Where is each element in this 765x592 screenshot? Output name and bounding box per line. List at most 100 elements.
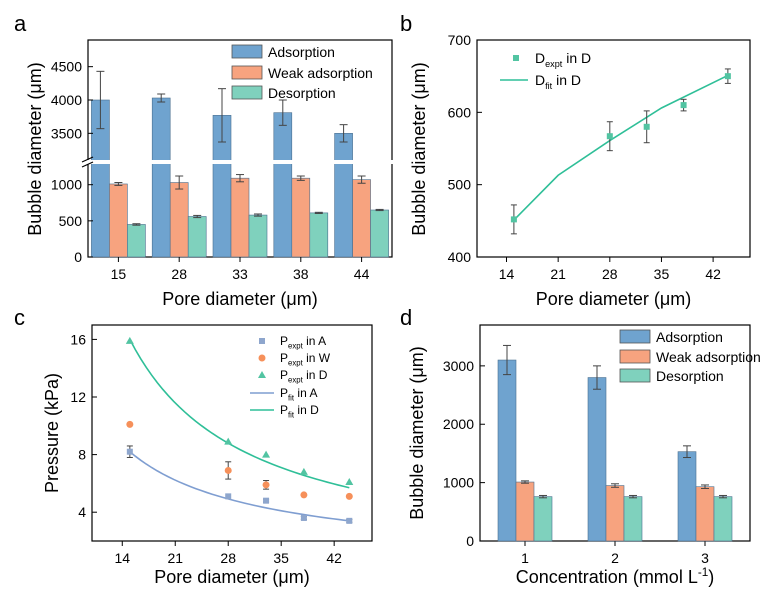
legend-marker-c-d [258, 371, 266, 378]
ytick-label-c: 16 [70, 331, 86, 347]
bar-a-1-1 [169, 182, 189, 258]
xtick-label-a: 33 [232, 266, 248, 282]
point-b-2 [643, 123, 650, 130]
bar-a-0-1 [151, 97, 171, 258]
legend-label-c-fit-0-after-sub: in A [294, 386, 317, 400]
point-b-0 [510, 216, 517, 223]
bar-d-0-0 [497, 359, 517, 542]
ytick-label-b: 500 [448, 177, 472, 193]
bar-d-0-2 [677, 451, 697, 542]
legend-label-b-fit-main: D [535, 72, 545, 88]
x-axis-label-b: Pore diameter (μm) [536, 289, 691, 309]
legend-label-c-fit-0-sub: fit [288, 393, 295, 402]
ytick-label-d: 0 [466, 533, 474, 549]
point-b-1 [606, 133, 613, 140]
xtick-label-b: 14 [499, 266, 515, 282]
point-b-3 [680, 102, 687, 109]
ytick-label-a: 1000 [51, 177, 82, 193]
legend-swatch-a [231, 85, 263, 100]
legend-marker-b [513, 55, 519, 61]
ytick-label-a: 500 [59, 213, 83, 229]
legend-swatch-a [231, 44, 263, 59]
legend-label-c-2-main: P [280, 368, 288, 382]
fit-line-c-0 [129, 451, 350, 522]
xtick-label-c: 28 [220, 550, 236, 566]
legend-label-b-fit-after-sub: in D [552, 72, 581, 88]
legend-label-c-fit-1-main: P [280, 403, 288, 417]
legend-label-c-0: Pexpt in A [280, 334, 326, 350]
bar-d-1-0 [515, 481, 535, 542]
legend-label-c-1-sub: expt [288, 358, 304, 367]
x-axis-label-d-after-sup: ) [708, 567, 714, 587]
xtick-label-b: 21 [550, 266, 566, 282]
y-axis-label-a: Bubble diameter (μm) [25, 62, 45, 235]
xtick-label-a: 38 [293, 266, 309, 282]
point-c-a-2 [263, 497, 270, 504]
axes-frame-c [91, 324, 373, 542]
xtick-label-d: 3 [701, 550, 709, 566]
xtick-label-b: 28 [602, 266, 618, 282]
bar-a-1-2 [230, 177, 250, 258]
bar-a-0-4 [334, 133, 353, 258]
xtick-label-a: 15 [111, 266, 127, 282]
axis-break-mark [81, 161, 94, 168]
panel-label-a: a [14, 11, 27, 36]
fit-line-c-1 [129, 339, 350, 489]
legend-label-d: Weak adsorption [656, 349, 761, 365]
panel-label-b: b [400, 11, 412, 36]
legend-label-c-0-after-sub: in A [303, 334, 326, 348]
point-c-a-1 [225, 493, 232, 500]
legend-label-d: Desorption [656, 368, 724, 384]
xtick-label-d: 1 [521, 550, 529, 566]
point-c-a-3 [300, 514, 307, 521]
y-axis-label-d: Bubble diameter (μm) [407, 346, 427, 519]
xtick-label-a: 44 [354, 266, 370, 282]
bar-a-2-2 [248, 214, 268, 258]
bar-a-0-3 [273, 112, 293, 258]
ytick-label-a: 3500 [51, 125, 82, 141]
legend-label-a: Weak adsorption [268, 65, 373, 81]
bar-a-1-0 [109, 183, 128, 258]
legend-label-c-fit-1: Pfit in D [280, 403, 319, 419]
point-c-a-0 [126, 448, 133, 455]
bar-d-0-1 [587, 377, 607, 542]
xtick-label-b: 42 [705, 266, 721, 282]
ytick-label-a: 0 [74, 249, 82, 265]
point-b-4 [724, 73, 731, 80]
xtick-label-b: 35 [654, 266, 670, 282]
legend-label-c-2-after-sub: in D [303, 368, 328, 382]
panel-label-d: d [400, 305, 412, 330]
xtick-label-c: 14 [114, 550, 130, 566]
bar-d-2-2 [713, 496, 733, 542]
legend-label-c-2: Pexpt in D [280, 368, 328, 384]
point-c-d-0 [125, 336, 134, 344]
xtick-label-d: 2 [611, 550, 619, 566]
legend-marker-c-a [259, 338, 265, 344]
point-c-w-0 [126, 420, 134, 428]
panel-a: a 0 500 1000 3500 4000 4500 15 28 33 38 44 Pore diam… [14, 11, 398, 309]
ytick-label-a: 4000 [51, 92, 82, 108]
xtick-label-a: 28 [171, 266, 187, 282]
bar-a-2-3 [309, 212, 329, 258]
ytick-label-c: 12 [70, 389, 86, 405]
y-axis-label-b: Bubble diameter (μm) [409, 62, 429, 235]
ytick-label-d: 2000 [443, 416, 474, 432]
xtick-label-c: 21 [167, 550, 183, 566]
legend-label-c-1: Pexpt in W [280, 351, 331, 367]
x-axis-label-d-sup: -1 [698, 566, 708, 579]
axis-break-mark [81, 156, 94, 163]
point-c-w-4 [345, 492, 353, 500]
ytick-label-d: 3000 [443, 358, 474, 374]
point-c-d-3 [299, 467, 308, 475]
x-axis-label-d-main: Concentration (mmol L [516, 567, 698, 587]
legend-label-c-1-after-sub: in W [303, 351, 331, 365]
axis-break-gap [82, 160, 398, 164]
panel-label-c: c [14, 305, 25, 330]
ytick-label-b: 600 [448, 104, 472, 120]
ytick-label-a: 4500 [51, 59, 82, 75]
point-c-d-2 [262, 450, 271, 458]
ytick-label-b: 700 [448, 32, 472, 48]
legend-label-c-2-sub: expt [288, 375, 304, 384]
bar-d-2-1 [623, 496, 643, 542]
